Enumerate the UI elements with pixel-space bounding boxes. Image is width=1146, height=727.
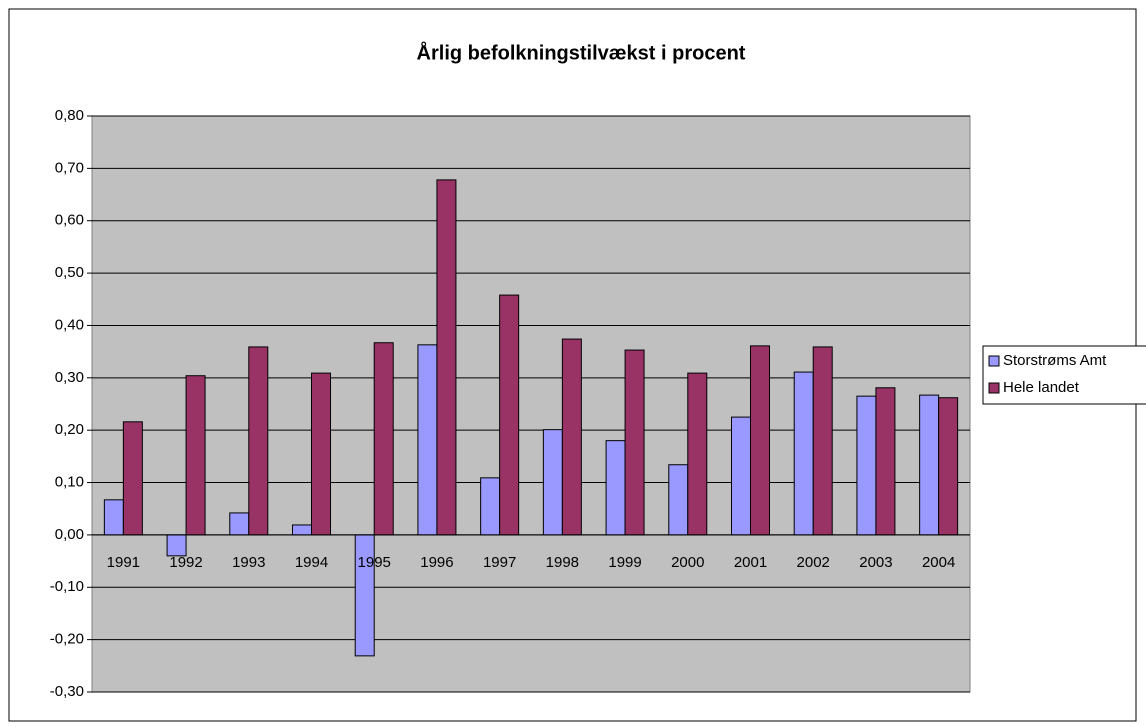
x-tick-label: 1991	[107, 554, 140, 571]
bar	[417, 344, 438, 536]
y-tick-label: 0,10	[55, 474, 84, 491]
x-tick-label: 1995	[358, 554, 391, 571]
bar	[436, 179, 457, 536]
bar	[103, 499, 124, 536]
bar	[624, 349, 645, 536]
legend-box	[982, 345, 1146, 405]
x-tick-label: 1992	[169, 554, 202, 571]
legend-swatch	[988, 382, 1000, 394]
bar	[229, 512, 250, 536]
bar	[875, 387, 896, 536]
bar	[731, 416, 751, 536]
bar	[122, 421, 143, 536]
bar	[561, 338, 582, 536]
bar	[499, 294, 520, 536]
y-tick-label: -0,10	[50, 578, 84, 595]
bar	[292, 524, 312, 536]
y-tick-label: -0,30	[50, 683, 84, 700]
plot-area	[91, 115, 971, 693]
bar	[248, 346, 269, 536]
y-tick-label: 0,60	[55, 212, 84, 229]
y-tick-label: 0,00	[55, 526, 84, 543]
bar	[668, 464, 689, 536]
x-tick-label: 1994	[295, 554, 328, 571]
x-tick-label: 1993	[232, 554, 265, 571]
bar	[919, 394, 940, 536]
legend-label: Hele landet	[1003, 379, 1080, 396]
bar	[605, 440, 626, 536]
bar	[938, 397, 959, 536]
bar	[750, 345, 770, 536]
bar	[856, 395, 877, 536]
x-tick-label: 1999	[608, 554, 641, 571]
x-tick-label: 2004	[922, 554, 955, 571]
x-tick-label: 1996	[420, 554, 453, 571]
x-tick-label: 2002	[797, 554, 830, 571]
x-tick-label: 2003	[859, 554, 892, 571]
bar	[812, 346, 833, 536]
bar	[793, 371, 814, 536]
legend-label: Storstrøms Amt	[1003, 352, 1107, 369]
x-tick-label: 1998	[546, 554, 579, 571]
y-tick-label: -0,20	[50, 631, 84, 648]
bar	[166, 534, 187, 557]
bar	[373, 342, 394, 536]
y-tick-label: 0,20	[55, 421, 84, 438]
bar	[480, 477, 501, 536]
y-tick-label: 0,30	[55, 369, 84, 386]
x-tick-label: 2001	[734, 554, 767, 571]
x-tick-label: 1997	[483, 554, 516, 571]
legend-swatch	[988, 355, 1000, 367]
bar	[687, 372, 708, 536]
bar	[311, 372, 331, 536]
y-tick-label: 0,40	[55, 316, 84, 333]
bar	[542, 429, 563, 536]
bar	[185, 375, 206, 536]
y-tick-label: 0,50	[55, 264, 84, 281]
y-tick-label: 0,80	[55, 107, 84, 124]
chart-title: Årlig befolkningstilvækst i procent	[417, 40, 746, 64]
y-tick-label: 0,70	[55, 159, 84, 176]
x-tick-label: 2000	[671, 554, 704, 571]
